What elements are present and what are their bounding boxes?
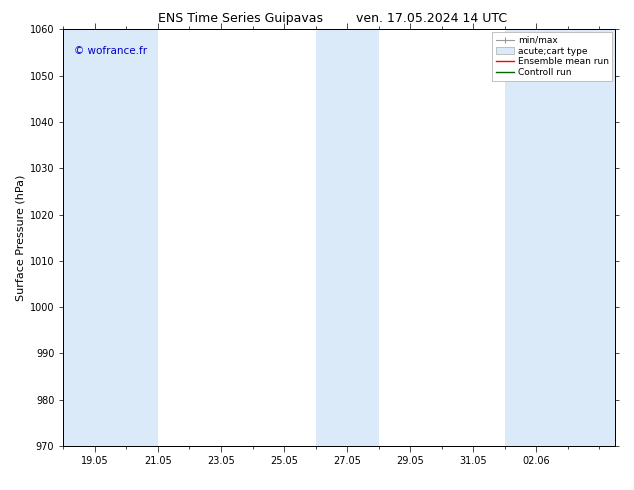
Bar (316, 29, 378, 446)
Text: ENS Time Series Guipavas: ENS Time Series Guipavas (158, 12, 323, 25)
Bar (63, 29, 158, 446)
Text: ven. 17.05.2024 14 UTC: ven. 17.05.2024 14 UTC (356, 12, 507, 25)
Text: © wofrance.fr: © wofrance.fr (74, 46, 148, 56)
Y-axis label: Surface Pressure (hPa): Surface Pressure (hPa) (16, 174, 25, 301)
Legend: min/max, acute;cart type, Ensemble mean run, Controll run: min/max, acute;cart type, Ensemble mean … (493, 32, 612, 81)
Bar (505, 29, 615, 446)
